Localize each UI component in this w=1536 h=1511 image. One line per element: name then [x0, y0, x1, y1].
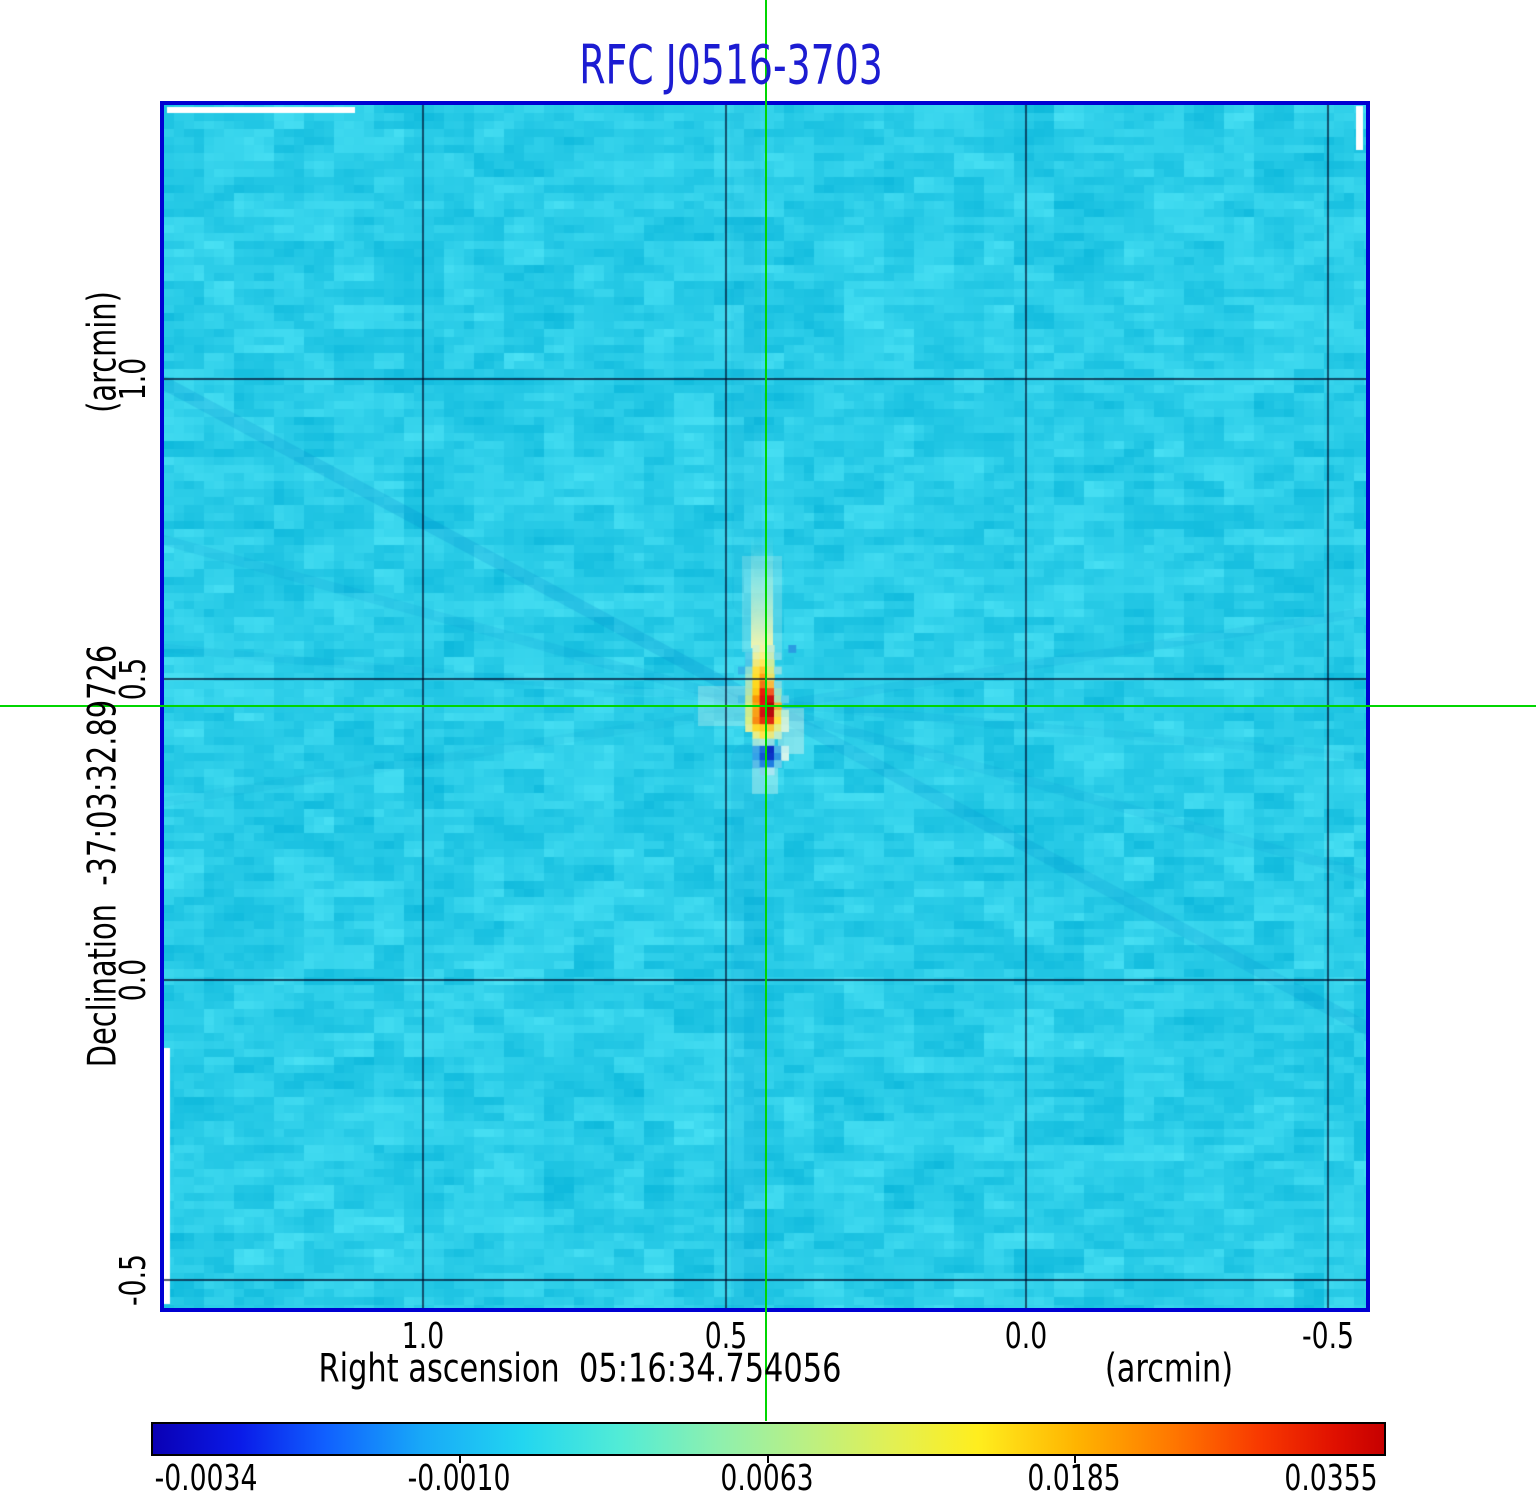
x-tick-label: 1.0 [401, 1316, 445, 1357]
y-tick-label: 1.0 [113, 357, 154, 401]
colorbar-tick-mark [1074, 1454, 1076, 1463]
figure-title: RFC J0516-3703 [579, 33, 883, 97]
x-axis-unit-label: (arcmin) [1104, 1346, 1234, 1392]
colorbar [151, 1422, 1386, 1456]
colorbar-tick-label: -0.0010 [407, 1458, 511, 1499]
x-tick-label: 0.0 [1004, 1316, 1048, 1357]
colorbar-tick-label: 0.0355 [1284, 1458, 1378, 1499]
colorbar-tick-mark [459, 1454, 461, 1463]
crosshair-horizontal-line [0, 705, 1536, 707]
y-tick-label: 0.0 [113, 958, 154, 1002]
x-axis-label: Right ascension 05:16:34.754056 [318, 1346, 842, 1392]
y-axis-label: Declination -37:03:32.89726 [80, 644, 126, 1068]
colorbar-tick-mark [767, 1454, 769, 1463]
colorbar-tick-label: 0.0063 [720, 1458, 814, 1499]
x-tick-label: 0.5 [704, 1316, 748, 1357]
colorbar-tick-label: -0.0034 [154, 1458, 258, 1499]
crosshair-vertical-line [765, 0, 767, 1421]
y-tick-label: -0.5 [113, 1254, 154, 1306]
colorbar-tick-label: 0.0185 [1027, 1458, 1121, 1499]
y-tick-label: 0.5 [113, 657, 154, 701]
x-tick-label: -0.5 [1302, 1316, 1354, 1357]
